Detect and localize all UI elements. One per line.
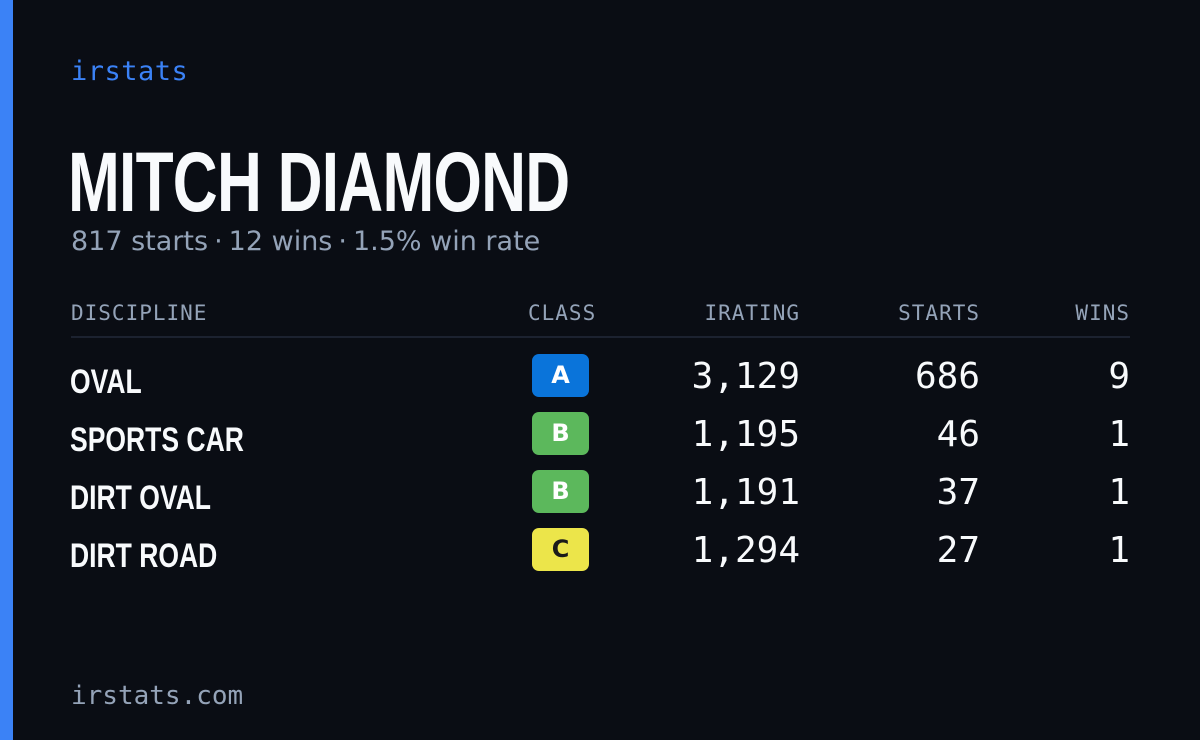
brand-logo: irstats bbox=[71, 56, 189, 87]
starts-summary: 817 starts bbox=[71, 226, 209, 257]
class-badge: B bbox=[532, 412, 589, 455]
irating-value: 1,294 bbox=[691, 530, 800, 571]
irating-value: 3,129 bbox=[691, 356, 800, 397]
starts-value: 27 bbox=[936, 530, 980, 571]
class-badge: B bbox=[532, 470, 589, 513]
footer-url: irstats.com bbox=[71, 681, 244, 711]
wins-value: 1 bbox=[1108, 472, 1130, 513]
wins-value: 9 bbox=[1108, 356, 1130, 397]
header-class: CLASS bbox=[528, 301, 597, 325]
table-row: SPORTS CAR B 1,195 46 1 bbox=[0, 412, 1200, 470]
discipline-name: DIRT ROAD bbox=[70, 537, 218, 575]
starts-value: 37 bbox=[936, 472, 980, 513]
summary-separator: · bbox=[338, 226, 347, 257]
summary-separator: · bbox=[214, 226, 223, 257]
wins-summary: 12 wins bbox=[228, 226, 333, 257]
irating-value: 1,191 bbox=[691, 472, 800, 513]
accent-bar bbox=[0, 0, 13, 740]
discipline-name: SPORTS CAR bbox=[70, 421, 244, 459]
starts-value: 46 bbox=[936, 414, 980, 455]
header-starts: STARTS bbox=[898, 301, 980, 325]
header-irating: IRATING bbox=[704, 301, 800, 325]
player-name: MITCH DIAMOND bbox=[68, 135, 570, 229]
table-row: DIRT OVAL B 1,191 37 1 bbox=[0, 470, 1200, 528]
class-badge: C bbox=[532, 528, 589, 571]
wins-value: 1 bbox=[1108, 414, 1130, 455]
starts-value: 686 bbox=[914, 356, 980, 397]
header-discipline: DISCIPLINE bbox=[71, 301, 208, 325]
discipline-name: DIRT OVAL bbox=[70, 479, 211, 517]
player-summary: 817 starts · 12 wins · 1.5% win rate bbox=[71, 226, 540, 257]
header-wins: WINS bbox=[1075, 301, 1130, 325]
table-row: DIRT ROAD C 1,294 27 1 bbox=[0, 528, 1200, 586]
irating-value: 1,195 bbox=[691, 414, 800, 455]
class-badge: A bbox=[532, 354, 589, 397]
table-row: OVAL A 3,129 686 9 bbox=[0, 354, 1200, 412]
discipline-name: OVAL bbox=[70, 363, 142, 401]
wins-value: 1 bbox=[1108, 530, 1130, 571]
win-rate-summary: 1.5% win rate bbox=[352, 226, 541, 257]
header-divider bbox=[71, 336, 1130, 338]
